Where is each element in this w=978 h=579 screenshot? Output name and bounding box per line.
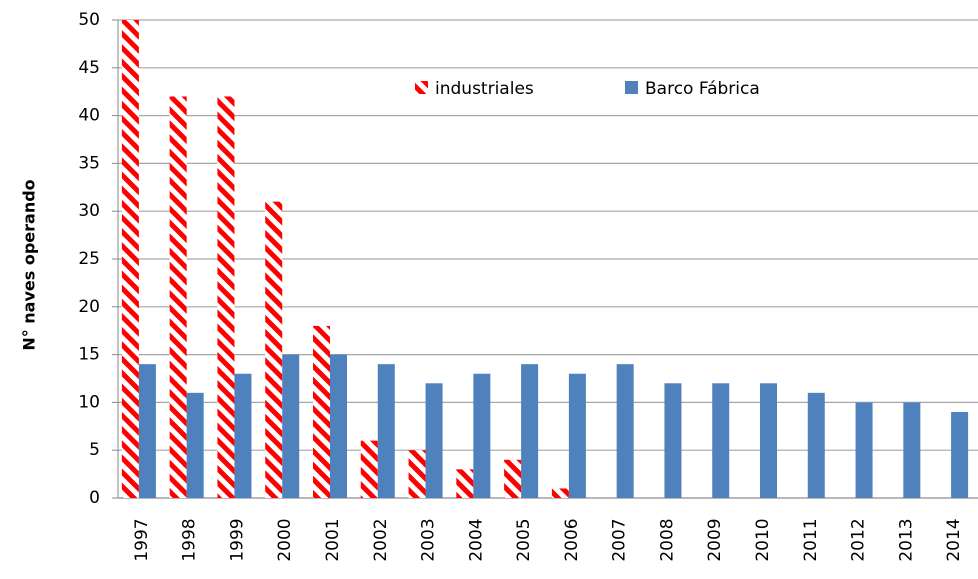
bar (456, 469, 474, 498)
bar (377, 364, 395, 498)
bar (951, 411, 969, 498)
y-tick-label: 20 (78, 297, 100, 317)
bar (425, 383, 443, 498)
bar (855, 402, 873, 498)
x-tick-label: 2013 (896, 518, 916, 561)
legend-swatch (415, 81, 428, 94)
y-tick-label: 40 (78, 106, 100, 126)
bar (760, 383, 777, 498)
bar (330, 354, 347, 498)
y-tick-label: 30 (78, 201, 100, 221)
y-tick-label: 50 (78, 10, 100, 30)
bar (360, 440, 378, 498)
bar (313, 325, 330, 498)
bar (234, 373, 252, 498)
y-axis-label: N° naves operando (20, 179, 39, 350)
x-tick-label: 2008 (657, 518, 677, 561)
bar (712, 383, 730, 498)
bar (521, 364, 539, 498)
y-tick-label: 0 (89, 488, 100, 508)
x-tick-label: 2001 (323, 518, 343, 561)
x-tick-label: 2003 (419, 518, 439, 561)
x-tick-label: 2000 (275, 518, 295, 561)
bar (664, 383, 682, 498)
x-tick-label: 1998 (180, 518, 200, 561)
x-tick-label: 2006 (562, 518, 582, 561)
y-tick-label: 25 (78, 249, 100, 269)
x-tick-label: 1999 (227, 518, 247, 561)
bar (282, 354, 300, 498)
x-tick-label: 2010 (753, 518, 773, 561)
legend-label: industriales (435, 79, 534, 99)
y-tick-label: 10 (78, 392, 100, 412)
x-tick-label: 2002 (371, 518, 391, 561)
bar (807, 392, 825, 498)
x-tick-label: 2012 (849, 518, 869, 561)
x-tick-label: 1997 (132, 518, 152, 561)
bar (616, 364, 634, 498)
x-tick-label: 2007 (610, 518, 630, 561)
bar (121, 20, 139, 498)
legend-swatch (625, 81, 638, 94)
bar (551, 488, 569, 498)
bar (217, 96, 235, 498)
bar (408, 450, 426, 498)
y-tick-label: 5 (89, 440, 100, 460)
bar (903, 402, 921, 498)
x-tick-label: 2014 (944, 518, 964, 561)
bar (138, 364, 156, 498)
x-tick-label: 2009 (705, 518, 725, 561)
x-tick-label: 2011 (801, 518, 821, 561)
bar (473, 373, 491, 498)
legend-label: Barco Fábrica (645, 79, 760, 99)
bar (186, 392, 204, 498)
bar (568, 373, 586, 498)
bar (265, 201, 283, 498)
bar (169, 96, 187, 498)
x-tick-label: 2004 (466, 518, 486, 561)
y-tick-label: 15 (78, 345, 100, 365)
bar (504, 459, 522, 498)
y-tick-label: 35 (78, 153, 100, 173)
x-tick-label: 2005 (514, 518, 534, 561)
y-tick-label: 45 (78, 58, 100, 78)
